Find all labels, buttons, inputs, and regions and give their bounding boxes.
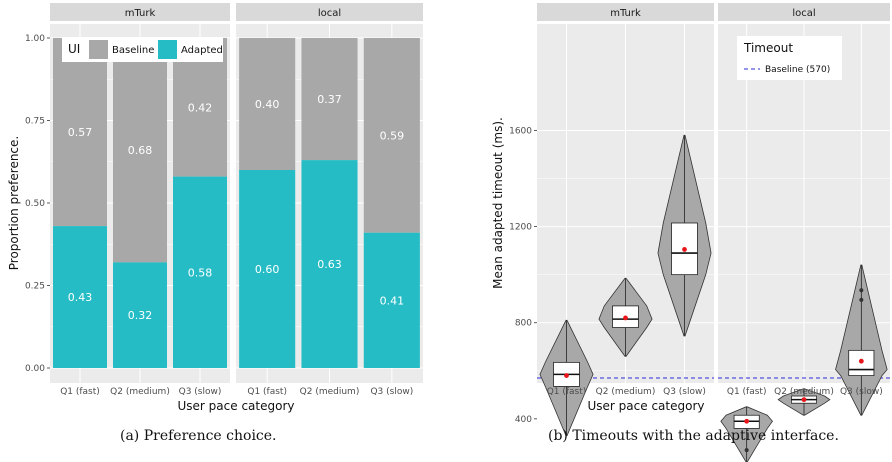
data-label-baseline: 0.68 (128, 144, 153, 157)
y-tick-label: 1200 (509, 223, 532, 233)
x-tick-label: Q3 (slow) (370, 387, 413, 397)
bar-adapted (363, 232, 420, 368)
legend-title: UI (68, 42, 80, 56)
legend-box-timeout (737, 36, 842, 80)
y-axis-title: Mean adapted timeout (ms). (491, 117, 505, 289)
y-tick-label: 400 (515, 415, 532, 425)
data-label-baseline: 0.57 (68, 126, 93, 139)
data-label-adapted: 0.41 (380, 294, 405, 307)
facet-strip-local (718, 3, 890, 21)
legend-label-baseline: Baseline (112, 45, 154, 56)
data-label-adapted: 0.60 (255, 263, 280, 276)
x-tick-label: Q1 (fast) (727, 387, 767, 397)
x-tick-label: Q3 (slow) (179, 387, 222, 397)
legend-label-adapted: Adapted (181, 45, 223, 56)
x-tick-label: Q3 (slow) (663, 387, 706, 397)
y-tick-label: 0.25 (25, 282, 45, 292)
data-label-adapted: 0.58 (188, 266, 213, 279)
legend-label-baseline-timeout: Baseline (570) (765, 65, 830, 75)
legend-key-adapted (158, 40, 177, 59)
bar-adapted (113, 262, 167, 368)
bar-baseline (113, 38, 167, 263)
data-label-baseline: 0.40 (255, 98, 280, 111)
caption-timeouts: (b) Timeouts with the adaptive interface… (548, 428, 839, 444)
caption-preference: (a) Preference choice. (120, 428, 277, 444)
facet-label-local: local (318, 8, 341, 19)
x-tick-label: Q2 (medium) (596, 387, 656, 397)
mean-point (858, 358, 864, 364)
outlier-point (859, 288, 864, 293)
y-tick-label: 1600 (509, 126, 532, 136)
data-label-baseline: 0.37 (317, 93, 342, 106)
data-label-baseline: 0.59 (380, 129, 405, 142)
mean-point (682, 247, 687, 252)
x-tick-label: Q2 (medium) (774, 387, 834, 397)
mean-point (744, 418, 750, 424)
data-label-baseline: 0.42 (188, 101, 213, 114)
data-label-adapted: 0.43 (68, 291, 93, 304)
x-tick-label: Q1 (fast) (547, 387, 587, 397)
legend-box (62, 37, 223, 62)
bar-baseline (53, 38, 107, 227)
facet-strip-mTurk (537, 3, 714, 21)
bar-baseline (239, 38, 296, 170)
mean-point (564, 373, 569, 378)
outlier-point (744, 448, 749, 453)
x-tick-label: Q1 (fast) (247, 387, 287, 397)
x-axis-title: User pace category (178, 399, 295, 413)
data-label-adapted: 0.32 (128, 309, 153, 322)
data-label-adapted: 0.63 (317, 258, 342, 271)
x-tick-label: Q1 (fast) (60, 387, 100, 397)
y-tick-label: 0.00 (25, 364, 45, 374)
facet-label-mTurk: mTurk (125, 8, 156, 19)
y-tick-label: 1.00 (25, 34, 45, 44)
bar-adapted (301, 160, 358, 368)
y-tick-label: 0.50 (25, 199, 45, 209)
outlier-point (859, 297, 864, 302)
bar-adapted (53, 226, 107, 368)
bar-baseline (363, 38, 420, 233)
facet-strip-mTurk (50, 3, 230, 21)
y-axis-title: Proportion preference. (7, 136, 21, 270)
legend-title-timeout: Timeout (743, 41, 793, 55)
x-tick-label: Q2 (medium) (110, 387, 170, 397)
x-axis-title: User pace category (588, 399, 705, 413)
facet-label-local: local (792, 8, 815, 19)
mean-point (801, 397, 807, 403)
bar-adapted (173, 176, 227, 368)
x-tick-label: Q3 (slow) (840, 387, 883, 397)
legend-key-baseline (89, 40, 108, 59)
mean-point (623, 315, 628, 321)
bar-baseline (301, 38, 358, 161)
facet-strip-local (236, 3, 423, 21)
y-tick-label: 0.75 (25, 117, 45, 127)
x-tick-label: Q2 (medium) (300, 387, 360, 397)
y-tick-label: 800 (515, 319, 532, 329)
facet-label-mTurk: mTurk (610, 8, 641, 19)
bar-adapted (239, 170, 296, 368)
